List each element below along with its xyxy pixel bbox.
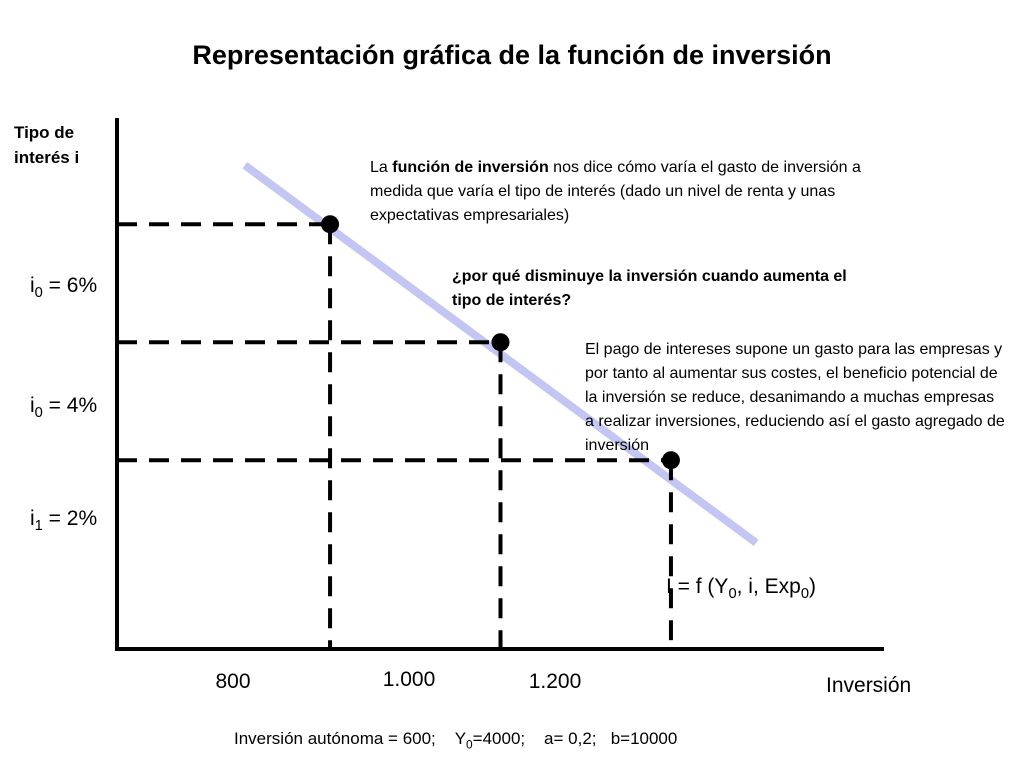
data-points — [321, 215, 680, 470]
footer-b: b=10000 — [610, 729, 678, 748]
y-tick-sub: 0 — [34, 285, 43, 302]
footer-y-sub: 0 — [466, 737, 473, 752]
data-point — [661, 451, 680, 470]
question-note: ¿por qué disminuye la inversión cuando a… — [452, 268, 847, 309]
y-tick-sub: 1 — [34, 518, 43, 535]
chart-title: Representación gráfica de la función de … — [192, 40, 832, 70]
function-label-sub1: 0 — [728, 586, 737, 603]
y-tick-rest: = 6% — [42, 274, 98, 297]
y-tick-rest: = 4% — [42, 394, 98, 417]
definition-note: La función de inversión nos dice cómo va… — [370, 156, 870, 228]
x-tick-label: 1.200 — [528, 670, 582, 693]
y-tick-sub: 0 — [34, 405, 43, 422]
y-tick-base: i — [30, 394, 35, 417]
function-label-prefix: I = f (Y — [666, 575, 729, 598]
function-label-suffix: ) — [808, 575, 816, 598]
function-label-sub2: 0 — [800, 586, 809, 603]
footer-y-rest: =4000; — [472, 729, 526, 748]
y-axis-label-line2: interés i — [14, 148, 80, 167]
y-tick-label: i0 = 4% — [30, 394, 97, 421]
y-axis-label: Tipo de interés i — [14, 120, 79, 170]
x-axis-label: Inversión — [826, 674, 912, 697]
guide-lines — [117, 222, 673, 649]
y-tick-rest: = 2% — [42, 507, 98, 530]
footer-y-base: Y — [454, 729, 467, 748]
footer-parameters: Inversión autónoma = 600; Y0=4000; a= 0,… — [234, 729, 677, 751]
footer-autonomous: Inversión autónoma = 600; — [234, 729, 436, 748]
definition-note-pre: La — [370, 159, 393, 176]
definition-note-post: nos dice cómo varía el gasto de inversió… — [370, 159, 861, 224]
function-label-mid: , i, Exp — [736, 575, 801, 598]
function-label: I = f (Y0, i, Exp0) — [666, 575, 816, 602]
definition-note-bold: función de inversión — [392, 159, 549, 176]
y-tick-base: i — [30, 274, 35, 297]
answer-note: El pago de intereses supone un gasto par… — [585, 341, 1005, 454]
x-tick-label: 800 — [215, 670, 251, 693]
y-tick-label: i1 = 2% — [30, 507, 97, 534]
y-tick-label: i0 = 6% — [30, 274, 97, 301]
y-axis-label-line1: Tipo de — [14, 123, 75, 142]
data-point — [491, 333, 510, 352]
footer-a: a= 0,2; — [544, 729, 597, 748]
x-tick-label: 1.000 — [382, 668, 436, 691]
y-tick-base: i — [30, 507, 35, 530]
data-point — [321, 215, 340, 234]
